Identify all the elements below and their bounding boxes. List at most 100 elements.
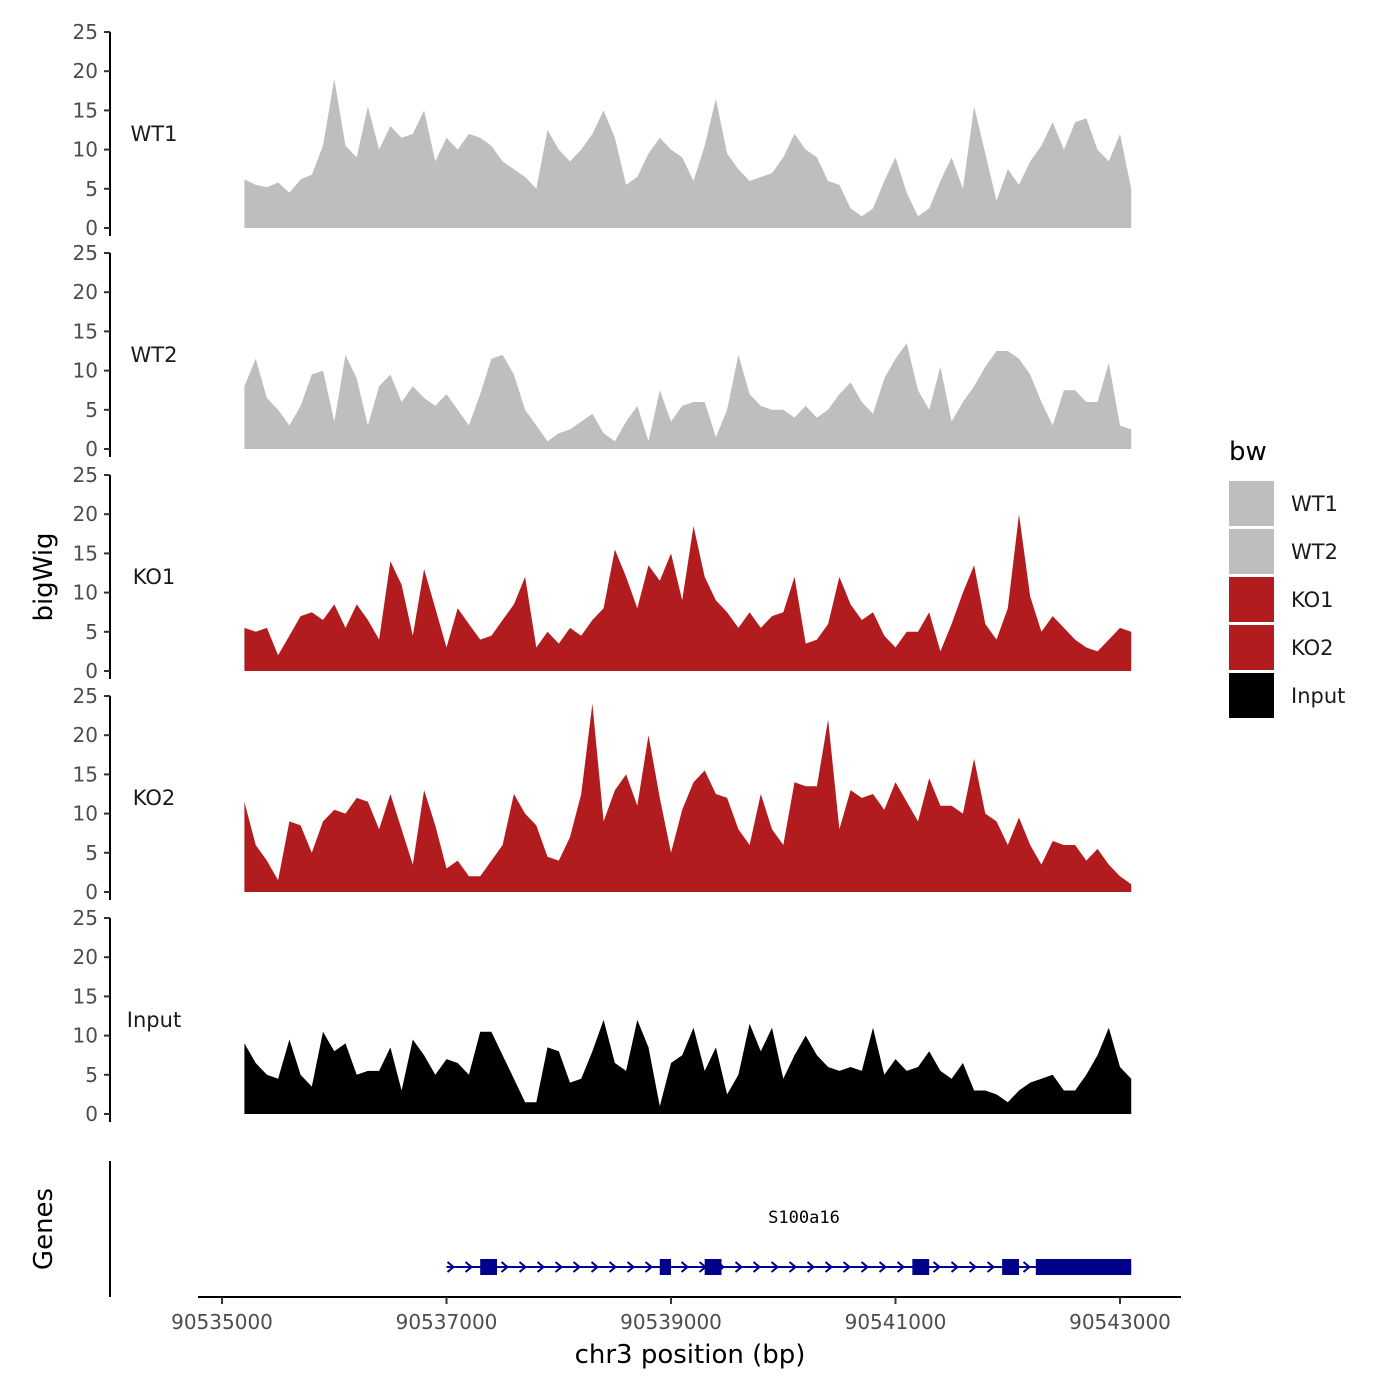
y-tick-label: 25 [73, 463, 98, 487]
strand-arrow [932, 1261, 942, 1273]
strand-arrow [464, 1261, 474, 1273]
legend-label: WT1 [1291, 492, 1338, 516]
genes-axis-title: Genes [29, 1188, 59, 1270]
y-tick-label: 0 [85, 880, 98, 904]
strand-arrow [500, 1261, 510, 1273]
y-tick-label: 10 [73, 359, 98, 383]
y-tick-label: 20 [73, 502, 98, 526]
coverage-area-input [244, 1019, 1132, 1114]
y-tick-label: 10 [73, 138, 98, 162]
strand-arrow [950, 1261, 960, 1273]
x-tick-label: 90543000 [1069, 1310, 1171, 1334]
gene-exon [1002, 1259, 1019, 1275]
y-tick-label: 5 [85, 398, 98, 422]
legend-label: KO2 [1291, 636, 1334, 660]
y-tick-label: 0 [85, 659, 98, 683]
y-tick-label: 5 [85, 841, 98, 865]
strand-arrow [644, 1261, 654, 1273]
y-tick-label: 0 [85, 437, 98, 461]
track-label: WT2 [131, 343, 178, 367]
y-tick-label: 10 [73, 581, 98, 605]
y-tick-label: 25 [73, 906, 98, 930]
y-tick-label: 20 [73, 945, 98, 969]
strand-arrow [752, 1261, 762, 1273]
x-axis: chr3 position (bp) 90535000 90537000 90539… [171, 1296, 1181, 1370]
strand-arrow [770, 1261, 780, 1273]
y-tick-label: 25 [73, 684, 98, 708]
strand-arrow [536, 1261, 546, 1273]
y-tick-label: 20 [73, 59, 98, 83]
strand-arrow [896, 1261, 906, 1273]
x-tick-label: 90535000 [171, 1310, 273, 1334]
gene-exon [912, 1259, 930, 1275]
track-wt2: 0 5 10 15 20 25 WT2 [73, 241, 1132, 461]
legend-title: bw [1229, 437, 1267, 467]
strand-arrow [518, 1261, 528, 1273]
legend-key-input [1229, 673, 1274, 718]
y-axis-title: bigWig [29, 532, 59, 621]
strand-arrow [788, 1261, 798, 1273]
gene-name-label: S100a16 [768, 1208, 840, 1228]
gene-exon [659, 1259, 671, 1275]
y-tick-label: 15 [73, 98, 98, 122]
strand-arrow [608, 1261, 618, 1273]
coverage-area-wt2 [244, 343, 1132, 449]
x-tick-label: 90541000 [845, 1310, 947, 1334]
legend-key-wt1 [1229, 481, 1274, 526]
y-tick-label: 15 [73, 984, 98, 1008]
y-tick-label: 15 [73, 319, 98, 343]
track-input: 0 5 10 15 20 25 Input [73, 906, 1132, 1126]
legend-key-wt2 [1229, 529, 1274, 574]
gene-exon [704, 1259, 722, 1275]
strand-arrow [446, 1261, 456, 1273]
strand-arrow [860, 1261, 870, 1273]
coverage-area-ko1 [244, 514, 1132, 671]
y-tick-label: 5 [85, 620, 98, 644]
x-tick-label: 90539000 [620, 1310, 722, 1334]
y-tick-label: 0 [85, 1102, 98, 1126]
x-tick-label: 90537000 [396, 1310, 498, 1334]
gene-exon [480, 1259, 498, 1275]
strand-arrow [590, 1261, 600, 1273]
strand-arrow [680, 1261, 690, 1273]
legend-key-ko2 [1229, 625, 1274, 670]
strand-arrow [734, 1261, 744, 1273]
strand-arrow [554, 1261, 564, 1273]
y-tick-label: 15 [73, 762, 98, 786]
y-tick-label: 20 [73, 723, 98, 747]
track-ko2: 0 5 10 15 20 25 KO2 [73, 684, 1132, 904]
legend-label: KO1 [1291, 588, 1334, 612]
coverage-area-ko2 [244, 703, 1132, 892]
y-tick-label: 20 [73, 280, 98, 304]
y-tick-label: 25 [73, 20, 98, 44]
y-tick-label: 5 [85, 1063, 98, 1087]
y-tick-label: 10 [73, 802, 98, 826]
legend-label: Input [1291, 684, 1345, 708]
strand-arrow [842, 1261, 852, 1273]
track-label: Input [127, 1008, 181, 1032]
track-label: KO2 [133, 786, 176, 810]
y-tick-label: 10 [73, 1024, 98, 1048]
strand-arrow [1022, 1261, 1032, 1273]
track-ko1: 0 5 10 15 20 25 KO1 [73, 463, 1132, 683]
y-tick-label: 5 [85, 177, 98, 201]
track-label: KO1 [133, 565, 176, 589]
strand-arrow [626, 1261, 636, 1273]
track-label: WT1 [131, 122, 178, 146]
legend: bw WT1 WT2 KO1 KO2 Input [1229, 437, 1345, 718]
x-axis-title: chr3 position (bp) [575, 1340, 806, 1370]
gene-exon [1035, 1259, 1132, 1275]
y-tick-label: 0 [85, 216, 98, 240]
strand-arrow [806, 1261, 816, 1273]
strand-arrow [968, 1261, 978, 1273]
coverage-area-wt1 [244, 79, 1132, 228]
genes-panel: Genes S100a16 [29, 1161, 1132, 1297]
strand-arrow [572, 1261, 582, 1273]
strand-arrow [824, 1261, 834, 1273]
strand-arrow [878, 1261, 888, 1273]
y-tick-label: 15 [73, 541, 98, 565]
y-axis-title-group: bigWig [29, 532, 59, 621]
strand-arrow [986, 1261, 996, 1273]
legend-label: WT2 [1291, 540, 1338, 564]
